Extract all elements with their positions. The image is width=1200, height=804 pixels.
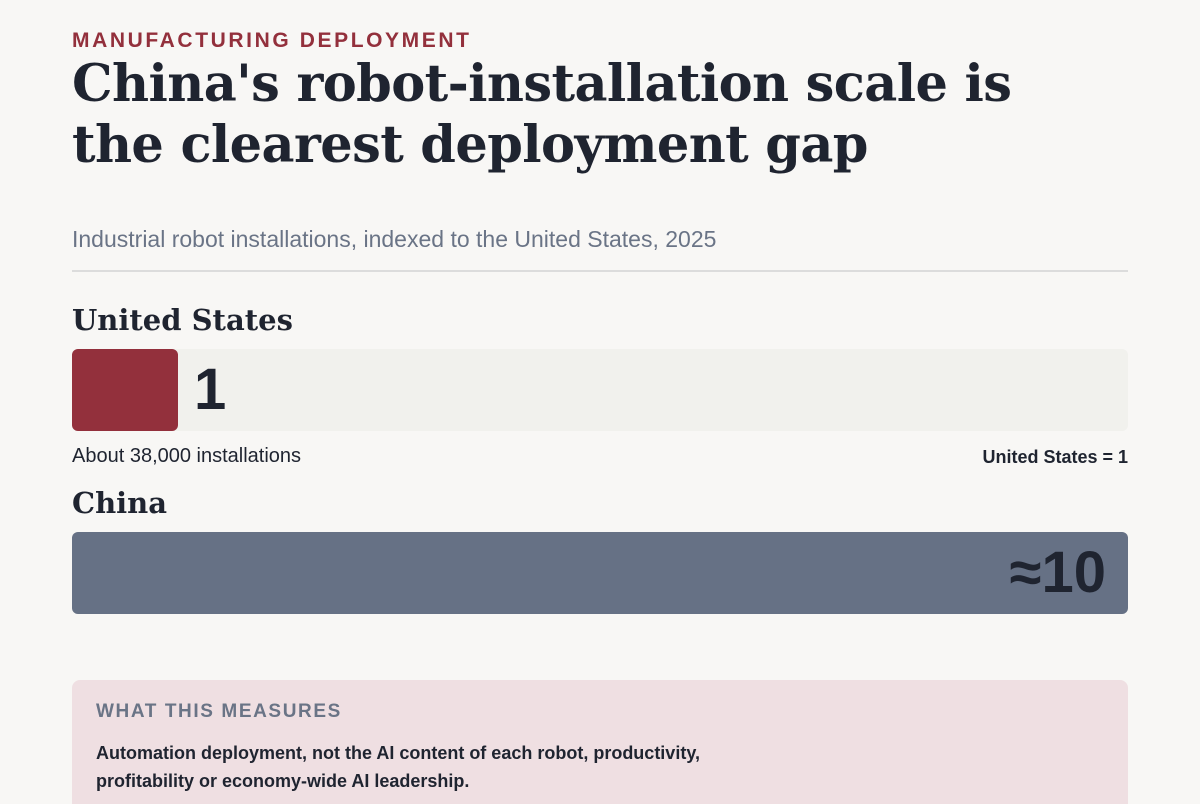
chart-title: China's robot-installation scale is the … (72, 54, 1012, 175)
kicker: MANUFACTURING DEPLOYMENT (72, 29, 472, 52)
us-installations-note: About 38,000 installations (72, 445, 302, 467)
value-label-china: ≈10 (1009, 540, 1106, 605)
what-this-measures-callout: WHAT THIS MEASURES Automation deployment… (72, 680, 1128, 804)
category-label-china: China (72, 486, 168, 520)
callout-heading: WHAT THIS MEASURES (96, 701, 342, 722)
value-label-united-states: 1 (194, 357, 227, 422)
chart-subtitle: Industrial robot installations, indexed … (72, 226, 717, 252)
bar-track-united-states: 1 (72, 349, 1128, 431)
callout-body: Automation deployment, not the AI conten… (96, 743, 700, 791)
index-base-note: United States = 1 (982, 447, 1128, 467)
chart-page: MANUFACTURING DEPLOYMENT China's robot-i… (72, 0, 1128, 804)
divider (72, 270, 1128, 272)
category-label-united-states: United States (72, 303, 293, 337)
bar-united-states (72, 349, 178, 431)
bar-china (72, 532, 1128, 614)
bar-track-china: ≈10 (72, 532, 1128, 614)
